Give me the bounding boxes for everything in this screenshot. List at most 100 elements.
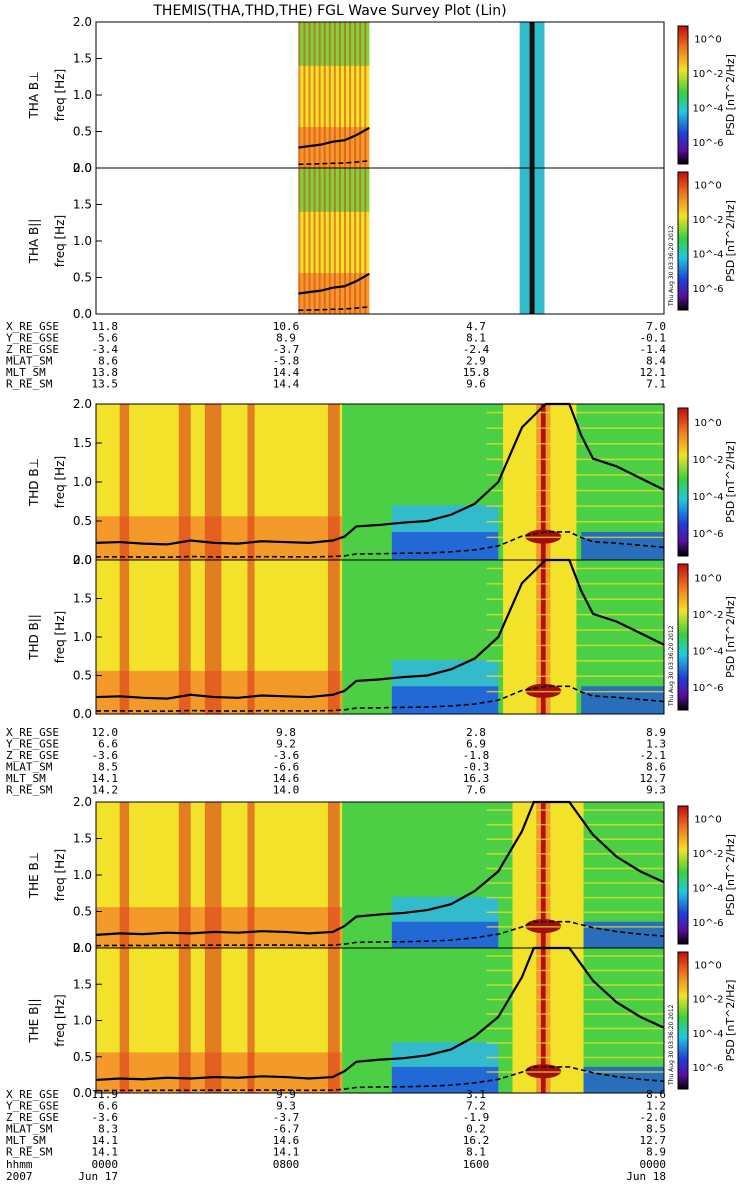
orbit-value: 1.3 (646, 738, 666, 751)
timestamp: Thu Aug 30 03:36:20 2012 (668, 1004, 675, 1086)
orbit-row-label: R_RE_SM (6, 378, 53, 391)
panel-3: 0.0 0.5 1.0 1.5 2.0 THD B⊥ freq [Hz] 10^0 10^-2 1… (27, 397, 737, 567)
spectrogram-streak (308, 168, 311, 314)
spectrogram-line (486, 998, 664, 1001)
orbit-value: 7.2 (466, 1100, 486, 1113)
spectrogram-streak (338, 22, 341, 168)
orbit-value: 1.2 (646, 1100, 666, 1113)
orbit-value: 9.9 (276, 1088, 296, 1101)
orbit-row-label: X_RE_GSE (6, 726, 59, 739)
y-tick-label: 2.0 (73, 397, 92, 411)
y-tick-label: 2.0 (73, 795, 92, 809)
y-tick-label: 0.5 (73, 514, 92, 528)
orbit-value: 14.1 (92, 772, 119, 785)
spectrogram-line (486, 427, 664, 429)
spectrogram-streak (298, 22, 301, 168)
orbit-value: 8.9 (646, 1146, 666, 1159)
spectrogram-streak (303, 22, 306, 168)
spectrogram-line (486, 675, 664, 677)
orbit-value: 6.6 (98, 1100, 118, 1113)
time-tick-label: 0000 (92, 1158, 119, 1171)
spectrogram-streak (178, 948, 191, 1093)
panel-frame (95, 167, 665, 315)
orbit-value: 11.8 (92, 320, 119, 333)
y-axis-label: freq [Hz] (53, 215, 67, 267)
fce-fraction-line (298, 305, 370, 312)
orbit-value: -3.6 (92, 1111, 119, 1124)
spectrogram-streak (333, 168, 336, 314)
spectrogram-streak (354, 168, 357, 314)
orbit-row-label: X_RE_GSE (6, 320, 59, 333)
orbit-value: 12.0 (92, 726, 119, 739)
orbit-value: -6.7 (273, 1123, 300, 1136)
spectrogram-band (391, 531, 499, 560)
orbit-value: 8.6 (98, 355, 118, 368)
colorbar-tick-label: 10^0 (694, 815, 721, 826)
time-row-label: hhmm (6, 1158, 33, 1171)
orbit-value: -2.0 (640, 1111, 667, 1124)
y-tick-label: 1.5 (73, 592, 92, 606)
colorbar-label: PSD [nT^2/Hz] (724, 834, 737, 916)
orbit-value: -1.9 (463, 1111, 490, 1124)
spectrogram-streak (313, 168, 316, 314)
fce-line (95, 402, 665, 546)
spectrogram-line (486, 629, 664, 631)
spectrogram-streak (364, 168, 367, 314)
spectrogram-streak (540, 560, 546, 714)
colorbar-tick-label: 10^-4 (692, 104, 723, 115)
orbit-value: 5.6 (98, 332, 118, 345)
spectrogram-line (486, 882, 664, 884)
orbit-value: 13.5 (92, 378, 119, 391)
y-tick-label: 0.5 (73, 905, 92, 919)
panel-label: THD B⊥ (27, 458, 41, 507)
orbit-value: 9.8 (276, 726, 296, 739)
colorbar-tick-label: 10^-4 (692, 647, 723, 658)
spectrogram-line (486, 911, 664, 913)
spectrogram-line (486, 926, 664, 928)
orbit-value: 7.0 (646, 320, 666, 333)
orbit-value: 7.1 (646, 378, 666, 391)
time-tick-label: 1600 (463, 1158, 490, 1171)
spectrogram-streak (298, 168, 301, 314)
spectrogram-line (486, 1056, 664, 1059)
orbit-value: 8.6 (646, 761, 666, 774)
fce-fraction-line (95, 685, 665, 713)
orbit-value: 15.8 (463, 366, 490, 379)
spectrogram-streak (313, 22, 316, 168)
colorbar (677, 25, 689, 165)
orbit-value: 4.7 (466, 320, 486, 333)
orbit-value: -3.6 (92, 749, 119, 762)
timestamp: Thu Aug 30 03:36:20 2012 (668, 225, 675, 307)
spectrogram-streak (540, 404, 546, 560)
spectrogram-line (486, 853, 664, 855)
colorbar-tick-label: 10^-6 (692, 918, 723, 929)
colorbar-tick-label: 10^-6 (692, 138, 723, 149)
y-axis-label: freq [Hz] (53, 849, 67, 901)
orbit-value: 14.6 (273, 1134, 300, 1147)
spectrogram-line (486, 1042, 664, 1044)
spectrogram-streak (178, 560, 191, 714)
spectrogram-streak (327, 404, 340, 560)
orbit-value: -3.4 (92, 343, 119, 356)
orbit-value: 10.6 (273, 320, 300, 333)
y-axis-label: freq [Hz] (53, 69, 67, 121)
colorbar-tick-label: 10^-4 (692, 250, 723, 261)
y-axis-label: freq [Hz] (53, 456, 67, 508)
spectrogram-streak (119, 404, 130, 560)
orbit-value: 12.7 (640, 1134, 667, 1147)
spectrogram-line (486, 1071, 664, 1073)
colorbar-tick-label: 10^-6 (692, 529, 723, 540)
y-axis-label: freq [Hz] (53, 611, 67, 663)
orbit-row-label: MLAT_SM (6, 1123, 53, 1136)
fce-fraction-line (95, 920, 665, 947)
colorbar-tick-label: 10^0 (694, 35, 721, 46)
orbit-value: 6.9 (466, 738, 486, 751)
spectrogram-band (391, 1066, 499, 1093)
spectrogram-streak (327, 560, 340, 714)
orbit-value: 16.3 (463, 772, 490, 785)
panel-frame (95, 21, 665, 169)
y-tick-label: 1.5 (73, 436, 92, 450)
orbit-value: 9.3 (646, 784, 666, 797)
orbit-row-label: X_RE_GSE (6, 1088, 59, 1101)
date-end: Jun 18 (626, 1170, 666, 1183)
